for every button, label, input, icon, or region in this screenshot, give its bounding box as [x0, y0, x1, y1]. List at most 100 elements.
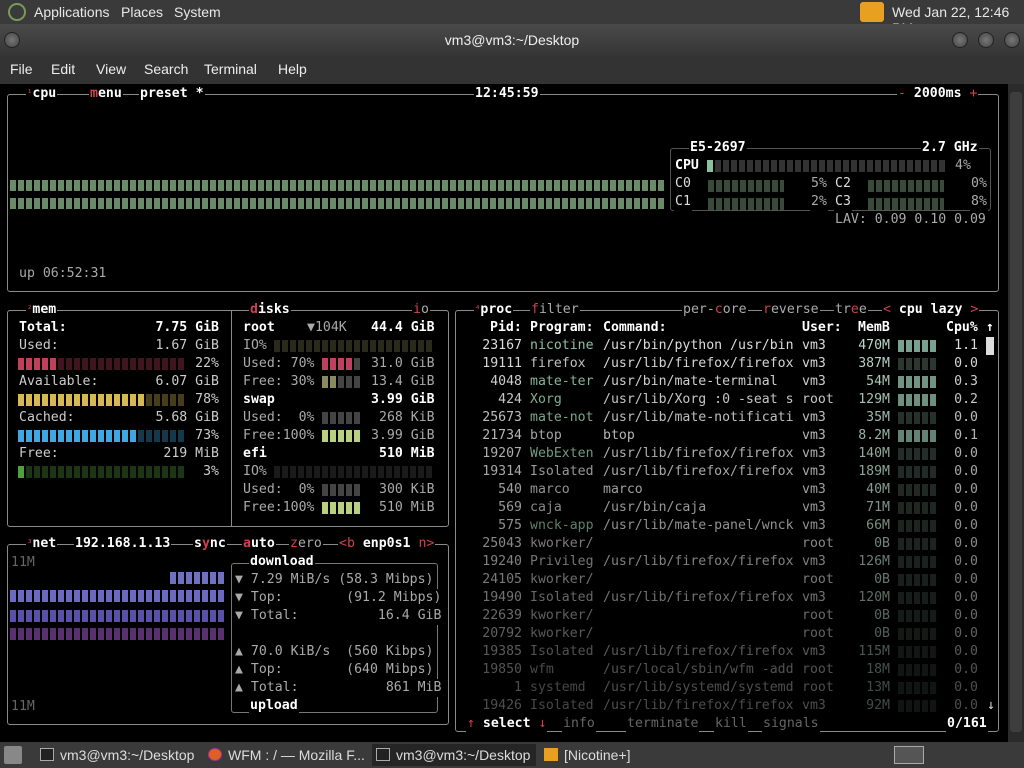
- disk-efi-used-meter: [322, 484, 360, 496]
- task-terminal-2[interactable]: vm3@vm3:~/Desktop: [372, 744, 536, 766]
- process-row[interactable]: 19490 Isolated/usr/lib/firefox/firefox vm3…: [460, 589, 990, 607]
- mem-cell: 140M: [858, 446, 890, 461]
- mem-label: Total:: [18, 319, 68, 337]
- disk-efi-size: 510 MiB: [378, 445, 436, 463]
- task-nicotine[interactable]: [Nicotine+]: [540, 744, 704, 766]
- process-row[interactable]: 25673 mate-not/usr/lib/mate-notificati vm3…: [460, 409, 990, 427]
- process-row[interactable]: 575 wnck-app/usr/lib/mate-panel/wnck vm3 66…: [460, 517, 990, 535]
- tree-toggle[interactable]: tree: [834, 301, 868, 319]
- menu-search[interactable]: Search: [144, 61, 189, 77]
- process-row[interactable]: 24105 kworker/root 0B 0.0: [460, 571, 990, 589]
- disk-root-used-meter: [322, 358, 360, 370]
- upload-rate: ▲ 70.0 KiB/s (560 Kibps): [234, 643, 435, 661]
- scroll-up-icon[interactable]: ↑: [986, 320, 994, 335]
- process-row[interactable]: 19314 Isolated/usr/lib/firefox/firefox vm3…: [460, 463, 990, 481]
- places-menu[interactable]: Places: [121, 4, 164, 20]
- close-button[interactable]: [1004, 32, 1020, 48]
- program-cell: WebExten: [530, 446, 594, 461]
- preset-button[interactable]: preset *: [139, 85, 205, 103]
- workspace-switcher[interactable]: [894, 746, 924, 764]
- process-row[interactable]: 19426 Isolated/usr/lib/firefox/firefox vm3…: [460, 697, 990, 715]
- col-cpu[interactable]: Cpu%: [946, 320, 978, 335]
- interval-control[interactable]: - 2000ms +: [897, 85, 979, 103]
- process-row[interactable]: 19385 Isolated/usr/lib/firefox/firefox vm3…: [460, 643, 990, 661]
- meter-cell: [330, 502, 336, 514]
- auto-toggle[interactable]: auto: [242, 535, 276, 553]
- kill-button[interactable]: kill: [714, 715, 748, 733]
- col-program[interactable]: Program:: [530, 320, 594, 335]
- net-title[interactable]: ³net: [26, 535, 58, 553]
- process-row[interactable]: 21734 btop btop vm3 8.2M 0.1: [460, 427, 990, 445]
- task-terminal-1[interactable]: vm3@vm3:~/Desktop: [36, 744, 200, 766]
- process-row[interactable]: 25043 kworker/root 0B 0.0: [460, 535, 990, 553]
- reverse-toggle[interactable]: reverse: [762, 301, 820, 319]
- meter-cell: [891, 160, 897, 172]
- command-cell: /usr/lib/firefox/firefox: [603, 356, 794, 371]
- proc-title[interactable]: ⁴proc: [474, 301, 514, 319]
- zero-toggle[interactable]: zero: [289, 535, 323, 553]
- meter-cell: [106, 430, 112, 442]
- iface-selector[interactable]: <b enp0s1 n>: [338, 535, 436, 553]
- sync-toggle[interactable]: sync: [193, 535, 227, 553]
- applications-menu[interactable]: Applications: [34, 4, 110, 20]
- user-cell: root: [802, 680, 834, 695]
- terminal-scrollbar-thumb[interactable]: [1010, 92, 1022, 732]
- proc-scrollbar-thumb[interactable]: [986, 337, 994, 355]
- col-command[interactable]: Command:: [603, 320, 667, 335]
- process-row[interactable]: 540 marco marco vm3 40M 0.0: [460, 481, 990, 499]
- window-menu-button[interactable]: [4, 32, 20, 48]
- window-titlebar[interactable]: vm3@vm3:~/Desktop: [0, 24, 1024, 56]
- nicotine-tray-icon[interactable]: [860, 2, 884, 22]
- meter-cell: [162, 394, 168, 406]
- menu-file[interactable]: File: [10, 61, 33, 77]
- menu-view[interactable]: View: [96, 61, 127, 77]
- system-menu[interactable]: System: [174, 4, 221, 20]
- mem-title[interactable]: ²mem: [26, 301, 58, 319]
- mem-cell: 54M: [866, 374, 890, 389]
- sort-selector[interactable]: < cpu lazy >: [882, 301, 980, 319]
- col-user[interactable]: User:: [802, 320, 842, 335]
- disks-title[interactable]: disks: [249, 301, 291, 319]
- select-control[interactable]: ↑ select ↓: [466, 715, 548, 733]
- meter-cell: [338, 484, 344, 496]
- meter-cell: [851, 160, 857, 172]
- process-row[interactable]: 19850 wfm/usr/local/sbin/wfm -add root 18M 0…: [460, 661, 990, 679]
- maximize-button[interactable]: [978, 32, 994, 48]
- nicotine-icon: [544, 748, 558, 761]
- process-row[interactable]: 23167 nicotine/usr/bin/python /usr/bin vm3…: [460, 337, 990, 355]
- process-row[interactable]: 19111 firefox/usr/lib/firefox/firefox vm3 3…: [460, 355, 990, 373]
- meter-cell: [18, 466, 24, 478]
- io-toggle[interactable]: io: [412, 301, 430, 319]
- menu-help[interactable]: Help: [278, 61, 307, 77]
- menu-button[interactable]: menu: [89, 85, 123, 103]
- menu-edit[interactable]: Edit: [51, 61, 76, 77]
- info-button[interactable]: info: [562, 715, 596, 733]
- col-mem[interactable]: MemB: [858, 320, 890, 335]
- menu-terminal[interactable]: Terminal: [204, 61, 257, 77]
- process-row[interactable]: 4048 mate-ter/usr/bin/mate-terminal vm3 54M…: [460, 373, 990, 391]
- process-row[interactable]: 424 Xorg/usr/lib/Xorg :0 -seat s root 129M 0…: [460, 391, 990, 409]
- signals-button[interactable]: signals: [762, 715, 820, 733]
- filter-button[interactable]: filter: [530, 301, 580, 319]
- scroll-down-icon[interactable]: ↓: [986, 697, 996, 715]
- process-row[interactable]: 569 caja/usr/bin/caja vm3 71M 0.0: [460, 499, 990, 517]
- per-core-toggle[interactable]: per-core: [682, 301, 748, 319]
- mem-cell: 18M: [866, 662, 890, 677]
- process-row[interactable]: 22639 kworker/root 0B 0.0: [460, 607, 990, 625]
- terminal-area[interactable]: ¹cpu menu preset * 12:45:59 - 2000ms + u…: [0, 84, 1008, 742]
- process-row[interactable]: 19240 Privileg/usr/lib/firefox/firefox vm3…: [460, 553, 990, 571]
- process-row[interactable]: 1 systemd/usr/lib/systemd/systemd root 13M 0…: [460, 679, 990, 697]
- mem-meter: [18, 466, 184, 478]
- show-desktop-icon[interactable]: [4, 746, 22, 764]
- process-row[interactable]: 20792 kworker/root 0B 0.0: [460, 625, 990, 643]
- cpu-graph: [898, 394, 938, 406]
- cpu-title[interactable]: ¹cpu: [26, 85, 58, 103]
- meter-cell: [90, 430, 96, 442]
- task-firefox[interactable]: WFM : / — Mozilla F...: [204, 744, 368, 766]
- col-pid[interactable]: Pid:: [490, 320, 522, 335]
- minimize-button[interactable]: [952, 32, 968, 48]
- meter-cell: [58, 358, 64, 370]
- process-row[interactable]: 19207 WebExten/usr/lib/firefox/firefox vm3…: [460, 445, 990, 463]
- pid-cell: 24105: [482, 572, 522, 587]
- terminate-button[interactable]: terminate: [626, 715, 700, 733]
